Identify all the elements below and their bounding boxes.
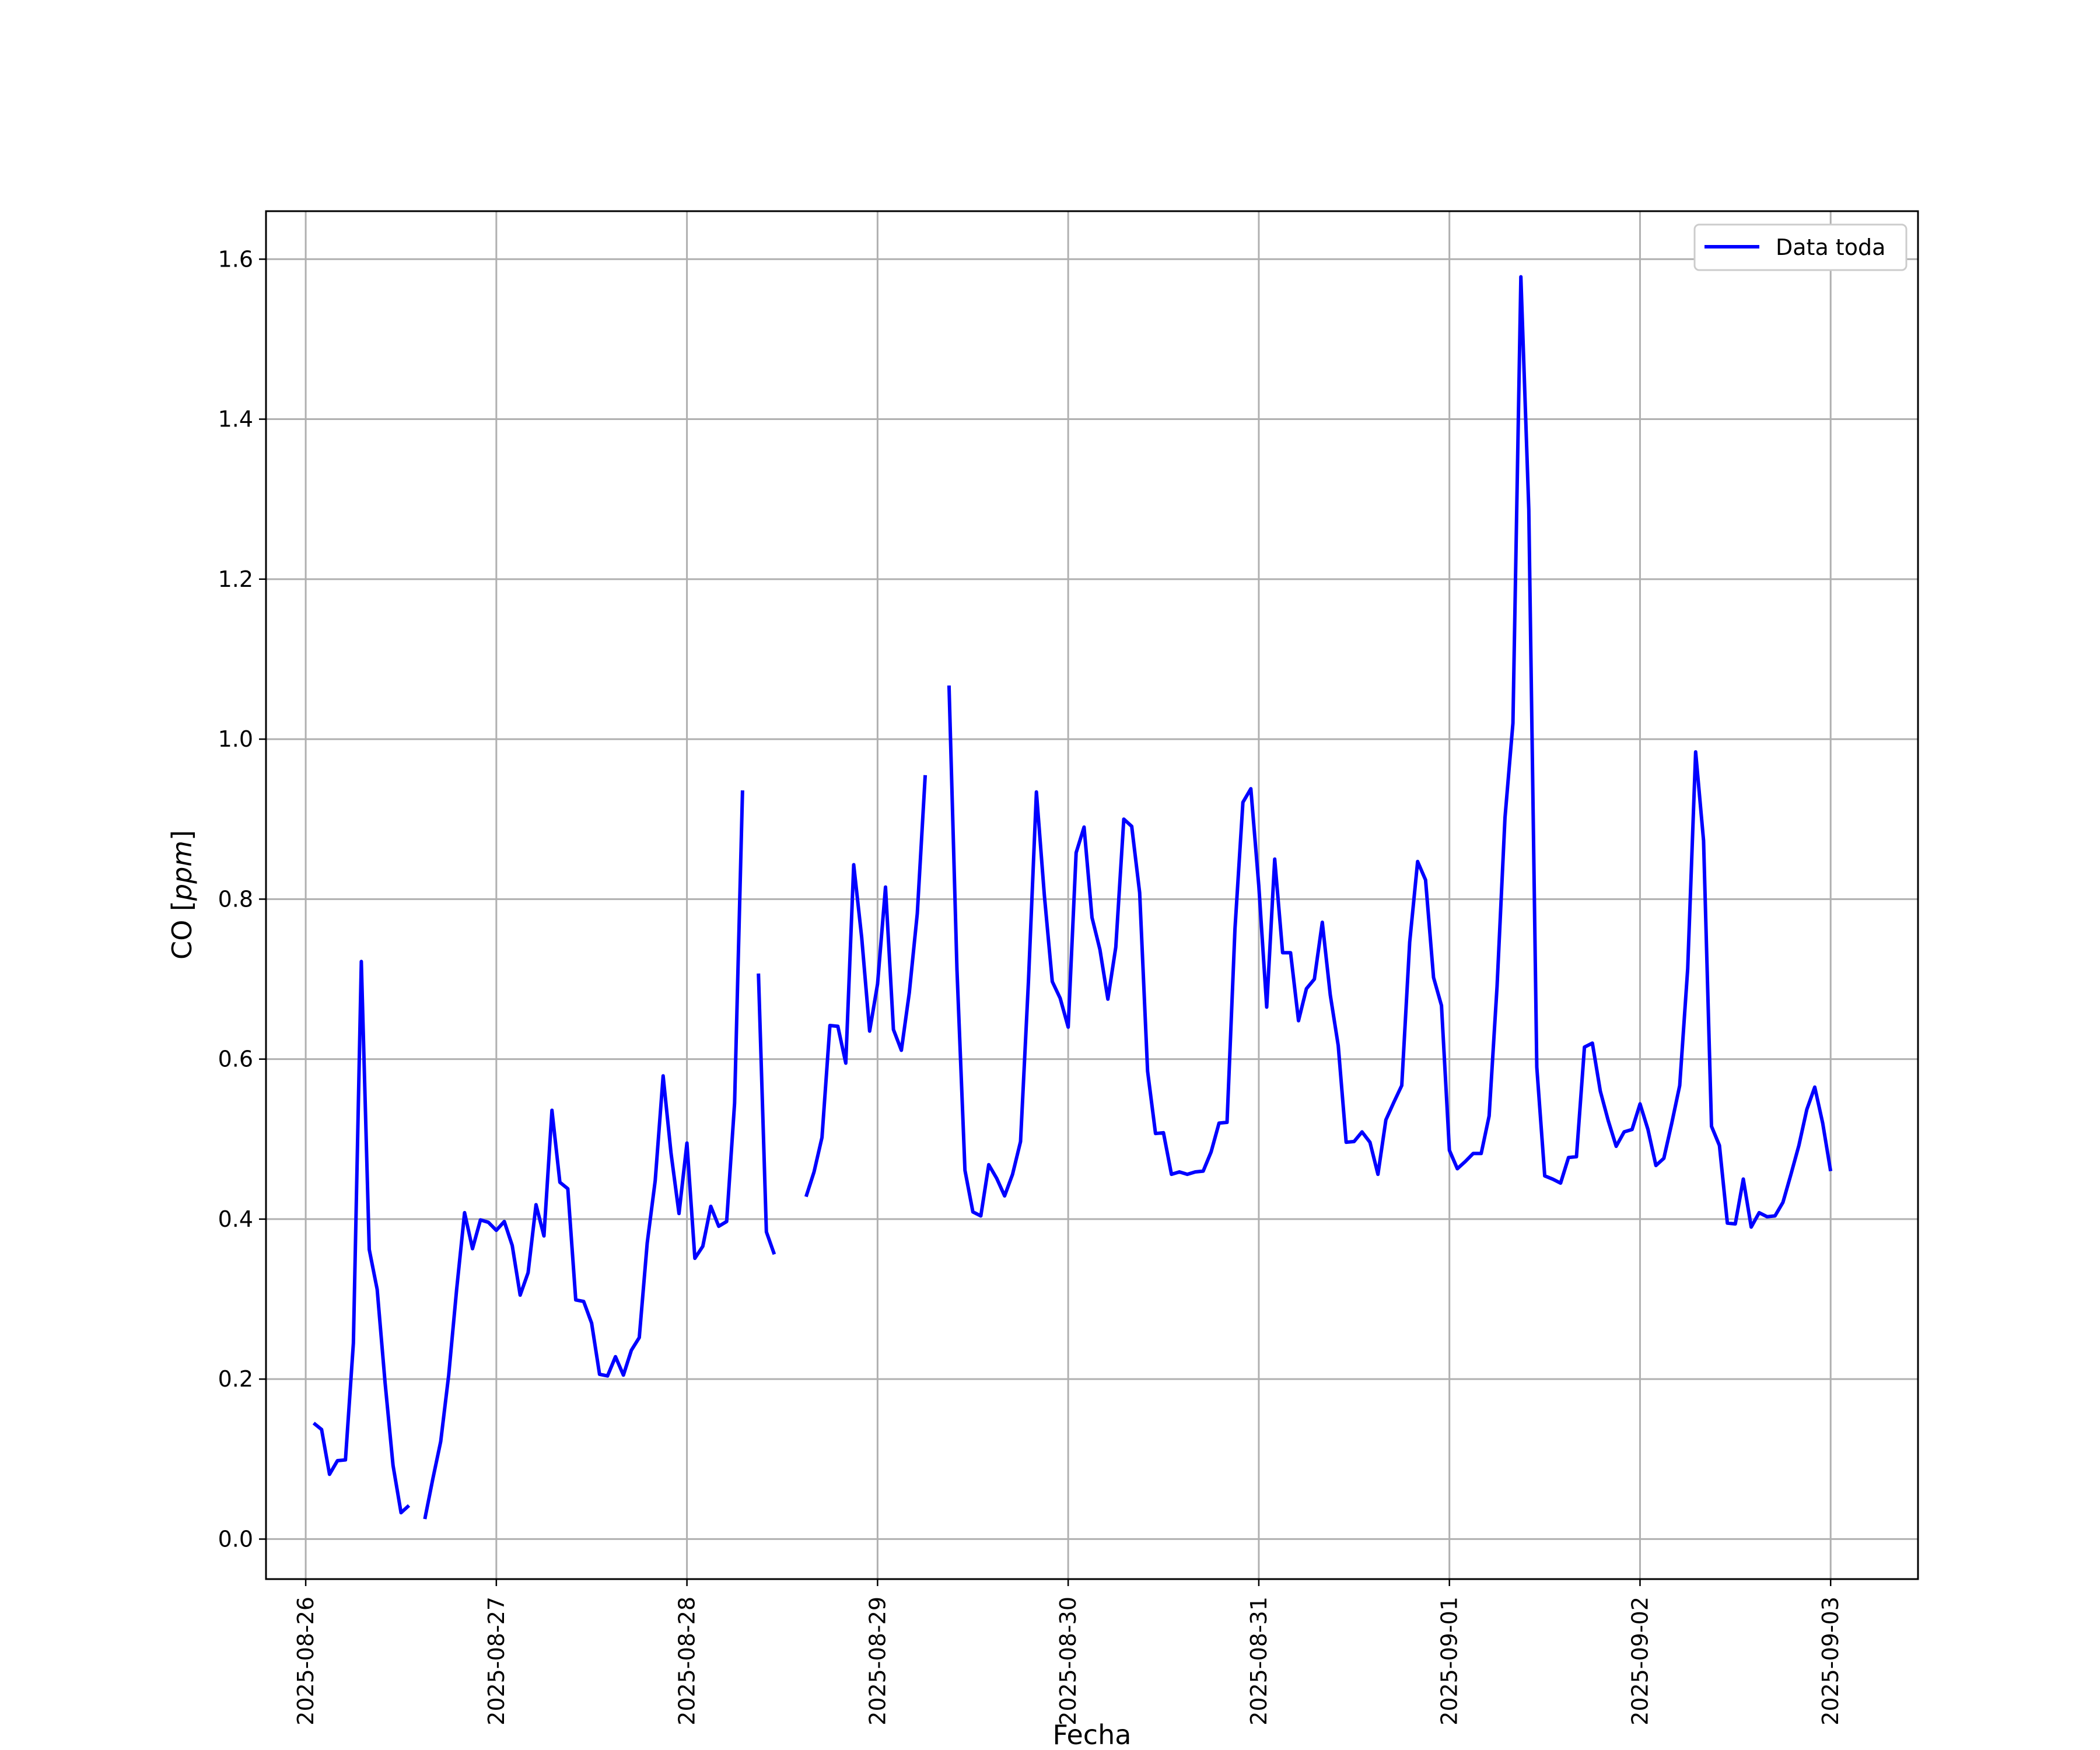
- y-tick-label: 0.6: [218, 1046, 253, 1072]
- y-tick-label: 1.2: [218, 566, 253, 592]
- legend: Data toda: [1693, 223, 1908, 271]
- y-axis: 0.0 0.2 0.4 0.6 0.8 1.0 1.2 1.4 1.6: [218, 246, 266, 1552]
- series-line-segment: [947, 275, 1833, 1229]
- x-axis-label: Fecha: [1053, 1719, 1132, 1750]
- series-line-segment: [423, 790, 744, 1520]
- x-tick-label: 2025-08-29: [864, 1597, 890, 1726]
- y-tick-label: 1.6: [218, 246, 253, 272]
- x-tick-label: 2025-08-26: [293, 1597, 318, 1726]
- x-axis: 2025-08-26 2025-08-27 2025-08-28 2025-08-29…: [293, 1579, 1843, 1726]
- y-tick-label: 0.8: [218, 886, 253, 912]
- x-tick-label: 2025-08-27: [484, 1597, 509, 1726]
- x-tick-label: 2025-08-30: [1055, 1597, 1081, 1726]
- plot-area: [312, 275, 1833, 1520]
- x-tick-label: 2025-09-02: [1627, 1597, 1653, 1726]
- legend-box: [1693, 223, 1908, 271]
- y-tick-label: 0.2: [218, 1366, 253, 1392]
- series-line-segment: [312, 960, 411, 1515]
- x-tick-label: 2025-08-31: [1246, 1597, 1272, 1726]
- series-line-segment: [757, 973, 776, 1255]
- y-axis-label: CO [ppm]: [166, 830, 198, 960]
- legend-label: Data toda: [1776, 235, 1885, 260]
- y-tick-label: 0.4: [218, 1206, 253, 1232]
- y-tick-label: 1.0: [218, 726, 253, 752]
- x-tick-label: 2025-08-28: [674, 1597, 700, 1726]
- x-tick-label: 2025-09-03: [1818, 1597, 1843, 1726]
- x-tick-label: 2025-09-01: [1437, 1597, 1462, 1726]
- y-tick-label: 0.0: [218, 1526, 253, 1552]
- y-tick-label: 1.4: [218, 407, 253, 432]
- series-line-segment: [804, 775, 928, 1198]
- plot-frame: [265, 210, 1919, 1580]
